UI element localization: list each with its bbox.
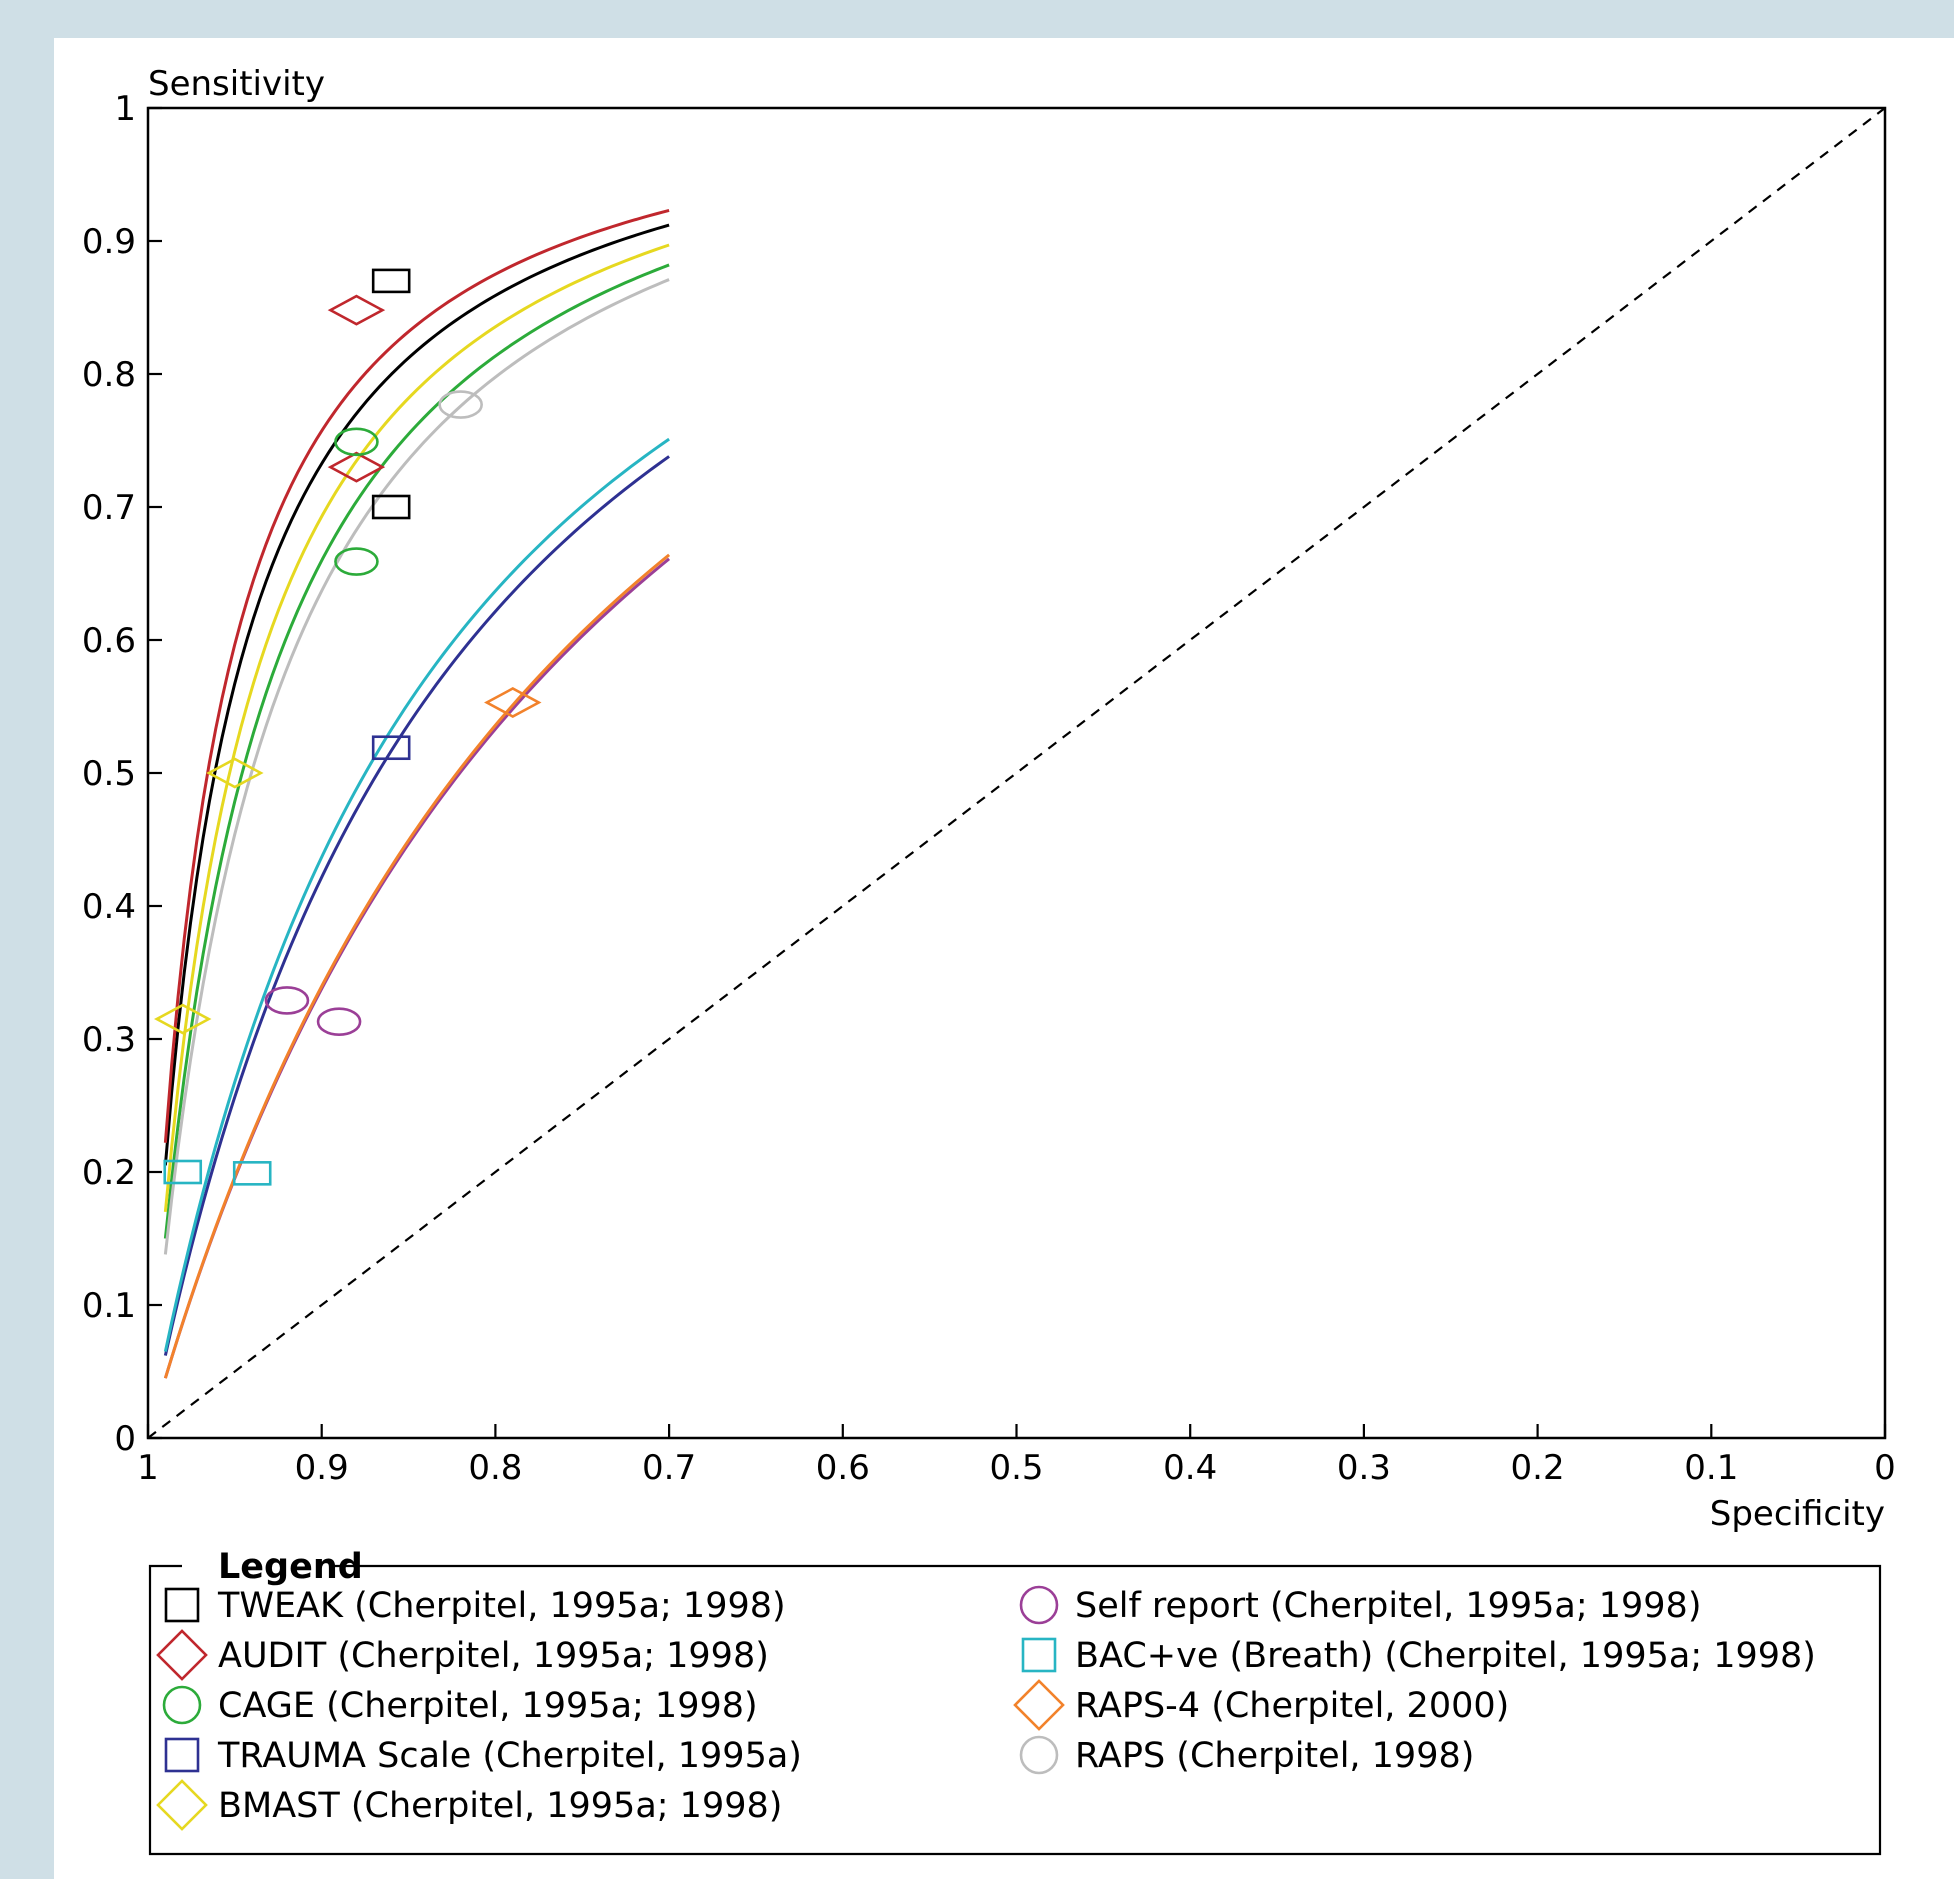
sroc-curve <box>163 263 670 1239</box>
x-tick-label: 0 <box>1874 1448 1896 1488</box>
legend-marker <box>162 1685 202 1725</box>
legend-marker <box>1019 1735 1059 1775</box>
y-tick-label: 0.4 <box>82 887 136 927</box>
legend-label: TRAUMA Scale (Cherpitel, 1995a) <box>217 1736 802 1776</box>
chart-panel: 1 0.9 0.8 0.7 0.6 0.5 0.4 0.3 0.2 0.1 0 0 0.1 0.2 0.3… <box>54 38 1954 1879</box>
data-point <box>438 390 483 419</box>
data-point <box>163 1159 203 1185</box>
legend-marker <box>164 1587 200 1623</box>
legend-marker <box>1013 1679 1065 1731</box>
y-tick-label: 0.6 <box>82 621 136 661</box>
data-point <box>334 427 379 457</box>
data-point <box>484 687 542 718</box>
sroc-curve <box>163 243 670 1213</box>
y-tick-label: 0 <box>114 1419 136 1459</box>
legend-marker <box>1021 1637 1057 1673</box>
legend-label: RAPS-4 (Cherpitel, 2000) <box>1075 1686 1509 1726</box>
data-point <box>264 986 310 1015</box>
legend-label: CAGE (Cherpitel, 1995a; 1998) <box>218 1686 758 1726</box>
data-point <box>371 735 411 761</box>
y-tick-label: 0.8 <box>82 355 136 395</box>
x-tick-label: 0.8 <box>468 1448 522 1488</box>
legend-title: Legend <box>218 1547 363 1587</box>
legend-label: BAC+ve (Breath) (Cherpitel, 1995a; 1998) <box>1075 1636 1816 1676</box>
x-axis-title: Specificity <box>1710 1494 1885 1534</box>
data-point <box>206 757 264 789</box>
diagonal-reference-line <box>147 107 1886 1439</box>
data-point <box>316 1007 362 1037</box>
x-tick-label: 0.2 <box>1511 1448 1565 1488</box>
sroc-chart: 1 0.9 0.8 0.7 0.6 0.5 0.4 0.3 0.2 0.1 0 0 0.1 0.2 0.3… <box>82 64 1896 1856</box>
sroc-curve <box>163 455 670 1356</box>
legend-items: TWEAK (Cherpitel, 1995a; 1998) AUDIT (Che… <box>156 1585 1816 1831</box>
legend-frame <box>148 1564 1882 1856</box>
data-point <box>327 294 386 326</box>
data-point <box>371 494 411 520</box>
y-tick-label: 0.7 <box>82 488 136 528</box>
y-tick-label: 0.9 <box>82 222 136 262</box>
y-tick-label: 0.1 <box>82 1286 136 1326</box>
x-tick-label: 0.4 <box>1163 1448 1217 1488</box>
legend-marker <box>156 1629 208 1681</box>
data-point <box>371 268 411 294</box>
x-tick-label: 0.5 <box>989 1448 1043 1488</box>
y-axis-title: Sensitivity <box>148 64 325 104</box>
sroc-curve <box>163 553 671 1379</box>
y-tick-label: 1 <box>114 89 136 129</box>
sroc-curve <box>163 223 670 1166</box>
sroc-curve <box>163 557 671 1379</box>
legend-label: TWEAK (Cherpitel, 1995a; 1998) <box>217 1586 786 1626</box>
y-tick-label: 0.5 <box>82 754 136 794</box>
x-tick-label: 0.6 <box>816 1448 870 1488</box>
sroc-curve <box>163 208 670 1143</box>
curves-layer <box>163 208 671 1379</box>
y-tick-label: 0.2 <box>82 1153 136 1193</box>
data-point <box>232 1161 272 1186</box>
data-point <box>334 547 379 576</box>
x-axis-ticks: 1 0.9 0.8 0.7 0.6 0.5 0.4 0.3 0.2 0.1 0 <box>137 1424 1896 1488</box>
x-tick-label: 0.1 <box>1684 1448 1738 1488</box>
legend-label: RAPS (Cherpitel, 1998) <box>1075 1736 1474 1776</box>
points-layer <box>153 268 542 1186</box>
sroc-curve <box>163 437 670 1352</box>
x-tick-label: 0.7 <box>642 1448 696 1488</box>
legend-marker <box>164 1737 200 1773</box>
legend-marker <box>1019 1585 1059 1625</box>
x-tick-label: 0.3 <box>1337 1448 1391 1488</box>
x-tick-label: 1 <box>137 1448 159 1488</box>
legend-label: AUDIT (Cherpitel, 1995a; 1998) <box>218 1636 769 1676</box>
y-tick-label: 0.3 <box>82 1020 136 1060</box>
legend: Legend TWEAK (Cherpitel, 1995a; 1998) AUD… <box>148 1547 1882 1856</box>
y-axis-ticks: 0 0.1 0.2 0.3 0.4 0.5 0.6 0.7 0.8 0.9 1 <box>82 89 162 1459</box>
legend-label: BMAST (Cherpitel, 1995a; 1998) <box>218 1786 782 1826</box>
x-tick-label: 0.9 <box>295 1448 349 1488</box>
data-point <box>153 1003 212 1035</box>
legend-marker <box>156 1779 208 1831</box>
data-point <box>327 451 386 483</box>
legend-label: Self report (Cherpitel, 1995a; 1998) <box>1075 1586 1701 1626</box>
